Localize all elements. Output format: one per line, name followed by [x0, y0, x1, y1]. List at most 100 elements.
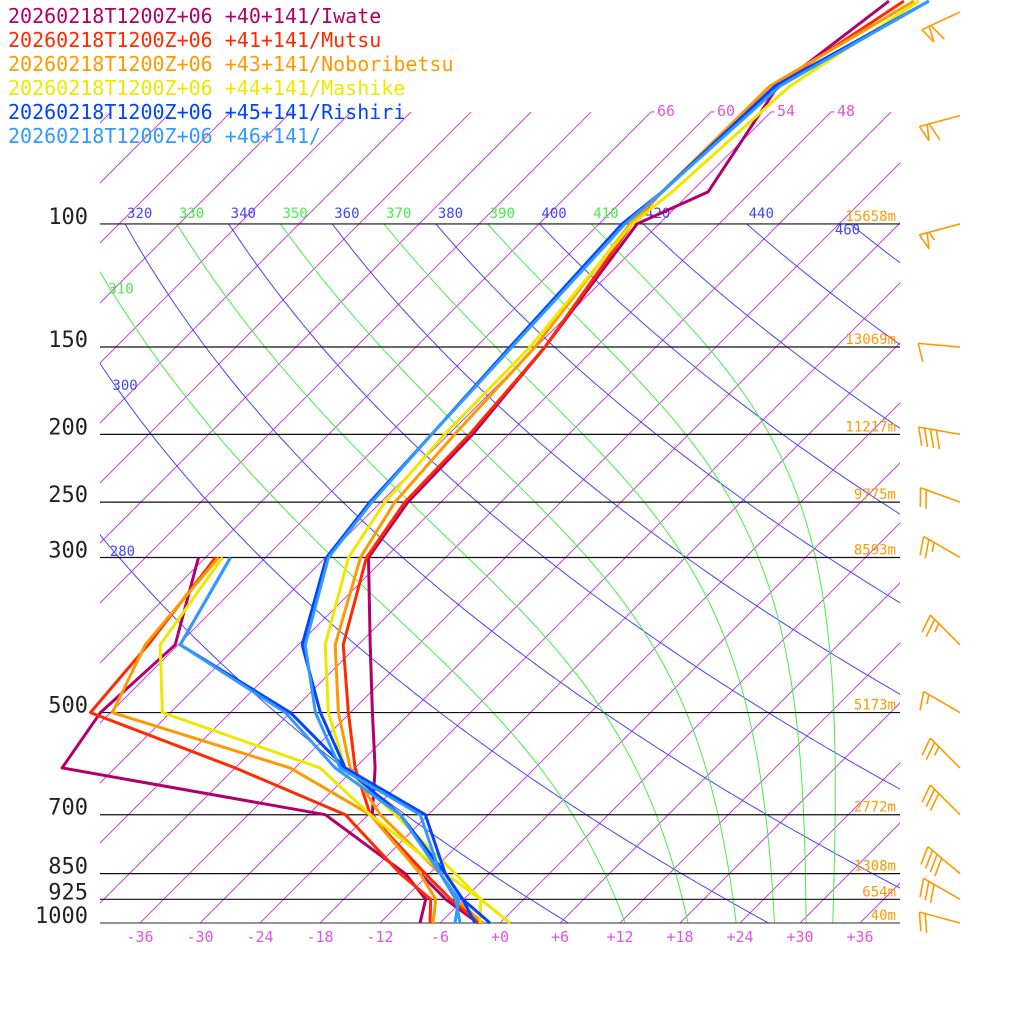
- wind-barb: [919, 535, 961, 559]
- isotherm-label: -66: [648, 102, 675, 120]
- wind-barb: [917, 342, 961, 363]
- temperature-line-46141: [303, 0, 930, 924]
- isotherm-label: -60: [708, 102, 735, 120]
- isotherm-line: [100, 112, 592, 604]
- dewpoint-line-noboribetsu: [110, 556, 438, 924]
- wind-barb: [920, 846, 961, 877]
- height-label: 2772m: [854, 800, 896, 816]
- moist-adiabat-line: [590, 224, 836, 923]
- x-tick-label: -18: [306, 928, 333, 946]
- pressure-label: 700: [48, 796, 88, 821]
- dry-adiabat-label: 360: [334, 206, 359, 222]
- x-tick-label: +24: [726, 928, 753, 946]
- height-label: 13069m: [845, 332, 896, 348]
- isotherm-line: [100, 112, 772, 784]
- x-tick-label: +18: [666, 928, 693, 946]
- isotherm-line: [259, 282, 900, 923]
- moist-adiabat-label: 310: [108, 281, 133, 297]
- wind-barb: [919, 690, 961, 714]
- dry-adiabat-line: [849, 224, 900, 264]
- wind-barb: [918, 911, 961, 933]
- isotherm-line: [100, 112, 652, 664]
- dry-adiabat-label: 400: [541, 206, 566, 222]
- pressure-label: 500: [48, 694, 88, 719]
- isotherms: [100, 69, 1024, 923]
- wind-barb: [921, 614, 961, 646]
- isotherm-line: [100, 112, 472, 484]
- dewpoint-line-mutsu: [88, 556, 433, 924]
- legend: 20260218T1200Z+06 +40+141/Iwate 20260218…: [8, 4, 454, 148]
- wind-barb: [921, 784, 961, 816]
- dry-adiabat-line: [746, 224, 900, 346]
- moist-adiabat-label: 330: [179, 206, 204, 222]
- isotherm-line: [559, 582, 900, 923]
- pressure-label: 300: [48, 538, 88, 563]
- x-tick-label: +0: [491, 928, 509, 946]
- x-tick-label: -36: [126, 928, 153, 946]
- height-label: 654m: [862, 884, 896, 900]
- dry-adiabat-label: 300: [112, 378, 137, 394]
- height-label: 9775m: [854, 487, 896, 503]
- height-label: 5173m: [854, 698, 896, 714]
- isotherm-line: [100, 112, 172, 184]
- isotherm-line: [679, 702, 900, 923]
- sounding-profiles: [60, 0, 930, 925]
- pressure-label: 925: [48, 880, 88, 905]
- legend-item-rishiri: 20260218T1200Z+06 +45+141/Rishiri: [8, 100, 406, 124]
- dry-adiabat-label: 320: [127, 206, 152, 222]
- isotherm-line: [619, 642, 900, 923]
- isotherm-line: [100, 112, 412, 424]
- isotherm-line: [139, 162, 900, 923]
- wind-barb: [918, 114, 961, 141]
- pressure-label: 150: [48, 328, 88, 353]
- isotherm-line: [100, 112, 292, 304]
- height-label: 40m: [871, 908, 896, 924]
- dewpoint-line-iwate: [60, 557, 428, 924]
- pressure-label: 850: [48, 855, 88, 880]
- wind-barb: [919, 487, 961, 509]
- moist-adiabat-label: 370: [386, 206, 411, 222]
- x-tick-label: -12: [366, 928, 393, 946]
- legend-item-mashike: 20260218T1200Z+06 +44+141/Mashike: [8, 76, 406, 100]
- moist-adiabat-label: 350: [282, 206, 307, 222]
- isotherm-line: [920, 69, 1024, 923]
- isotherm-line: [100, 112, 832, 844]
- isotherm-label: -54: [768, 102, 795, 120]
- x-tick-label: +12: [606, 928, 633, 946]
- dry-adiabat-label: 340: [231, 206, 256, 222]
- wind-barb: [919, 877, 961, 904]
- isotherm-line: [100, 112, 352, 364]
- height-label: 15658m: [845, 209, 896, 225]
- dry-adiabat-label: 380: [438, 206, 463, 222]
- temperature-line-mashike: [323, 0, 920, 925]
- dry-adiabat-line: [539, 224, 900, 515]
- pressure-label: 100: [48, 205, 88, 230]
- dry-adiabat-label: 280: [110, 544, 135, 560]
- dry-adiabat-line: [642, 224, 900, 429]
- isotherm-line: [499, 522, 900, 923]
- legend-item-iwate: 20260218T1200Z+06 +40+141/Iwate: [8, 4, 382, 28]
- isotherm-line: [100, 112, 232, 244]
- x-tick-label: +30: [786, 928, 813, 946]
- height-label: 1308m: [854, 859, 896, 875]
- isotherm-line: [739, 762, 900, 923]
- isotherm-line: [439, 462, 900, 923]
- moist-adiabat-label: 390: [490, 206, 515, 222]
- isotherm-line: [379, 402, 900, 923]
- dry-adiabat-label: 440: [749, 206, 774, 222]
- wind-barbs: [917, 11, 961, 933]
- moist-adiabat-label: 410: [593, 206, 618, 222]
- height-label: 8593m: [854, 542, 896, 558]
- moist-adiabats: [100, 224, 836, 923]
- isotherm-line: [319, 342, 900, 923]
- x-tick-label: -30: [186, 928, 213, 946]
- moist-adiabat-line: [176, 224, 689, 923]
- x-tick-label: +6: [551, 928, 569, 946]
- dewpoint-line-46141: [178, 556, 461, 924]
- isotherm-line: [100, 112, 892, 904]
- dry-adiabats: [100, 224, 900, 923]
- isotherm-label: -48: [828, 102, 855, 120]
- axis-labels: -66 -60 -54 -48 100 15658m 150 13069m 200 11217m 2…: [35, 102, 896, 946]
